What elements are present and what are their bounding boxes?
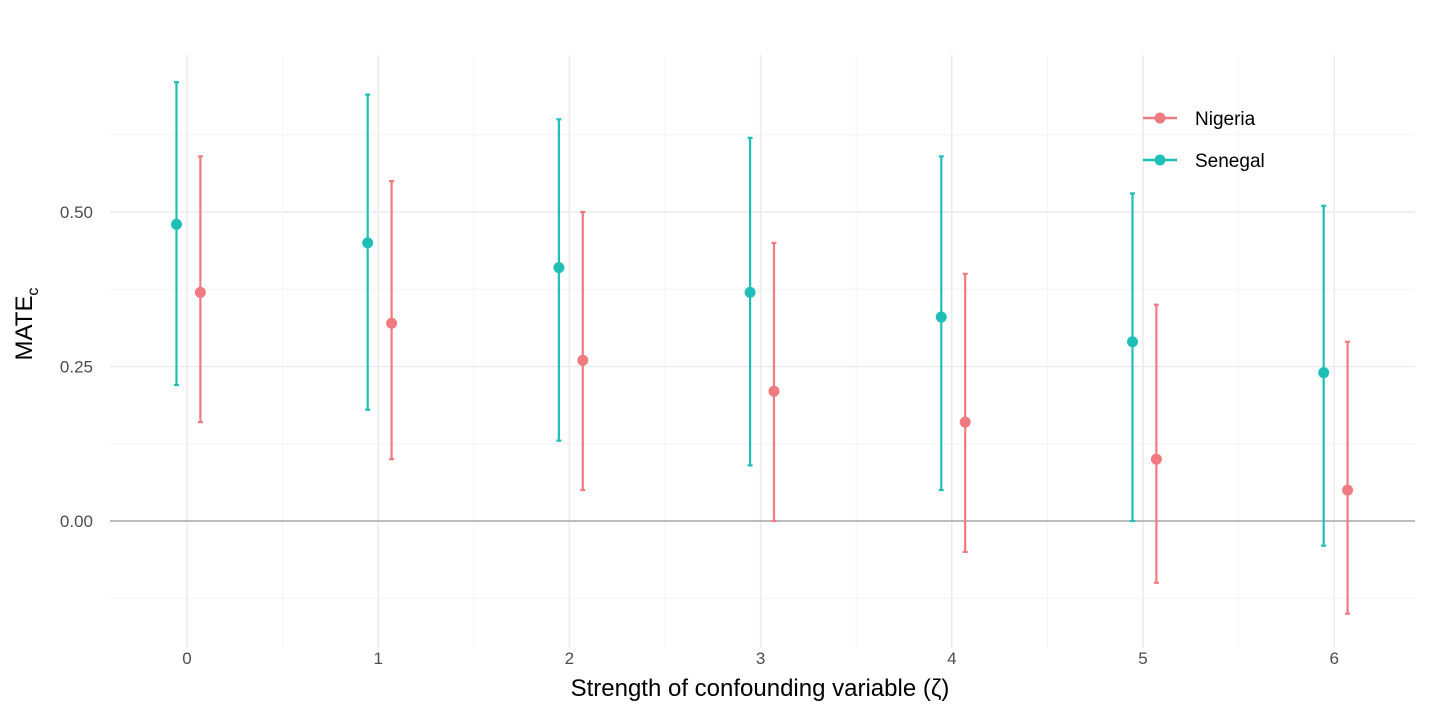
y-axis-title-main: MATE (11, 296, 38, 361)
x-tick-label: 6 (1329, 649, 1338, 668)
x-axis: 0 1 2 3 4 5 6 (182, 649, 1339, 668)
nigeria-point (1342, 484, 1354, 496)
y-axis-title: MATEc (11, 288, 42, 361)
senegal-point (170, 218, 182, 230)
x-tick-label: 0 (182, 649, 191, 668)
legend-item-nigeria: Nigeria (1143, 109, 1256, 130)
nigeria-point (386, 317, 398, 329)
legend-key-point (1154, 154, 1166, 166)
nigeria-point (768, 385, 780, 397)
nigeria-point (959, 416, 971, 428)
y-tick-label: 0.50 (60, 203, 93, 222)
x-tick-label: 5 (1138, 649, 1147, 668)
nigeria-point (194, 286, 206, 298)
y-axis: 0.00 0.25 0.50 (60, 203, 93, 531)
senegal-point (1126, 336, 1138, 348)
x-tick-label: 4 (947, 649, 956, 668)
y-axis-title-subscript: c (25, 288, 42, 296)
series-senegal (170, 81, 1330, 547)
nigeria-point (577, 354, 589, 366)
legend-key-point (1154, 112, 1166, 124)
legend-item-senegal: Senegal (1143, 151, 1265, 172)
x-axis-title: Strength of confounding variable (ζ) (571, 675, 950, 702)
senegal-point (1318, 367, 1330, 379)
x-tick-label: 1 (373, 649, 382, 668)
legend-label: Senegal (1195, 151, 1265, 172)
nigeria-point (1150, 453, 1162, 465)
x-tick-label: 3 (756, 649, 765, 668)
legend: Nigeria Senegal (1143, 109, 1265, 172)
senegal-point (553, 262, 565, 274)
senegal-point (935, 311, 947, 323)
series-nigeria (194, 155, 1354, 615)
senegal-point (362, 237, 374, 249)
y-tick-label: 0.25 (60, 358, 93, 377)
grid (110, 55, 1415, 648)
data-marks (170, 81, 1354, 615)
legend-label: Nigeria (1195, 109, 1256, 130)
x-tick-label: 2 (565, 649, 574, 668)
senegal-point (744, 286, 756, 298)
y-tick-label: 0.00 (60, 512, 93, 531)
